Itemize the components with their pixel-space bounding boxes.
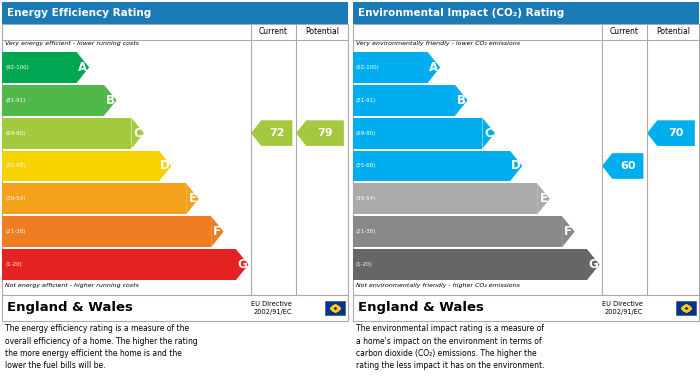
Text: F: F — [214, 225, 221, 238]
Text: England & Wales: England & Wales — [7, 301, 133, 314]
Text: E: E — [540, 192, 547, 205]
Text: 60: 60 — [620, 161, 636, 171]
Polygon shape — [77, 52, 89, 83]
Text: A: A — [429, 61, 438, 74]
Polygon shape — [159, 151, 172, 181]
Text: Very environmentally friendly - lower CO₂ emissions: Very environmentally friendly - lower CO… — [356, 41, 520, 46]
Text: EU Directive
2002/91/EC: EU Directive 2002/91/EC — [602, 301, 643, 315]
Text: C: C — [133, 127, 142, 140]
Bar — [353, 24, 699, 295]
Bar — [353, 295, 699, 321]
Text: The energy efficiency rating is a measure of the
overall efficiency of a home. T: The energy efficiency rating is a measur… — [5, 324, 197, 371]
Text: (69-80): (69-80) — [356, 131, 377, 136]
Text: (21-38): (21-38) — [5, 229, 25, 234]
Text: Energy Efficiency Rating: Energy Efficiency Rating — [7, 8, 151, 18]
Bar — [325, 301, 345, 315]
Bar — [353, 249, 587, 280]
Bar — [2, 2, 348, 24]
Text: (55-68): (55-68) — [356, 163, 377, 169]
Polygon shape — [587, 249, 599, 280]
Text: D: D — [160, 160, 170, 172]
Text: D: D — [511, 160, 521, 172]
Bar — [2, 118, 132, 149]
Bar — [2, 52, 77, 83]
Text: Potential: Potential — [656, 27, 690, 36]
Text: (81-91): (81-91) — [356, 98, 377, 103]
Text: G: G — [589, 258, 598, 271]
Polygon shape — [510, 151, 522, 181]
Bar — [2, 249, 236, 280]
Text: 72: 72 — [269, 128, 285, 138]
Polygon shape — [647, 120, 695, 146]
Text: EU Directive
2002/91/EC: EU Directive 2002/91/EC — [251, 301, 292, 315]
Text: (92-100): (92-100) — [5, 65, 29, 70]
Text: Not energy efficient - higher running costs: Not energy efficient - higher running co… — [5, 283, 139, 288]
Text: (69-80): (69-80) — [5, 131, 25, 136]
Text: Very energy efficient - lower running costs: Very energy efficient - lower running co… — [5, 41, 139, 46]
Polygon shape — [602, 153, 643, 179]
Text: Current: Current — [610, 27, 639, 36]
Bar — [2, 183, 186, 214]
Bar — [2, 216, 211, 247]
Polygon shape — [132, 118, 144, 149]
Polygon shape — [251, 120, 293, 146]
Text: (39-54): (39-54) — [5, 196, 25, 201]
Polygon shape — [186, 183, 199, 214]
Text: B: B — [106, 94, 115, 107]
Text: 70: 70 — [668, 128, 684, 138]
Bar — [353, 2, 699, 24]
Polygon shape — [482, 118, 495, 149]
Polygon shape — [562, 216, 575, 247]
Text: (1-20): (1-20) — [356, 262, 372, 267]
Text: (55-68): (55-68) — [5, 163, 25, 169]
Polygon shape — [211, 216, 223, 247]
Text: Environmental Impact (CO₂) Rating: Environmental Impact (CO₂) Rating — [358, 8, 564, 18]
Text: (39-54): (39-54) — [356, 196, 377, 201]
Bar — [2, 85, 104, 116]
Text: (21-38): (21-38) — [356, 229, 377, 234]
Bar — [2, 151, 159, 181]
Polygon shape — [236, 249, 248, 280]
Bar — [2, 295, 348, 321]
Bar — [676, 301, 696, 315]
Text: (92-100): (92-100) — [356, 65, 379, 70]
Bar — [353, 216, 562, 247]
Text: Not environmentally friendly - higher CO₂ emissions: Not environmentally friendly - higher CO… — [356, 283, 520, 288]
Polygon shape — [537, 183, 550, 214]
Bar — [2, 24, 348, 295]
Text: (1-20): (1-20) — [5, 262, 22, 267]
Bar — [353, 118, 482, 149]
Text: A: A — [78, 61, 88, 74]
Text: C: C — [484, 127, 493, 140]
Polygon shape — [455, 85, 468, 116]
Text: Potential: Potential — [305, 27, 339, 36]
Bar — [353, 151, 510, 181]
Text: England & Wales: England & Wales — [358, 301, 484, 314]
Polygon shape — [104, 85, 116, 116]
Text: G: G — [237, 258, 247, 271]
Text: 79: 79 — [317, 128, 333, 138]
Text: Current: Current — [259, 27, 288, 36]
Bar — [353, 183, 537, 214]
Bar — [353, 85, 455, 116]
Text: B: B — [457, 94, 466, 107]
Text: The environmental impact rating is a measure of
a home's impact on the environme: The environmental impact rating is a mea… — [356, 324, 545, 371]
Polygon shape — [428, 52, 440, 83]
Bar — [353, 52, 428, 83]
Text: E: E — [188, 192, 197, 205]
Text: F: F — [564, 225, 573, 238]
Text: (81-91): (81-91) — [5, 98, 25, 103]
Polygon shape — [296, 120, 344, 146]
